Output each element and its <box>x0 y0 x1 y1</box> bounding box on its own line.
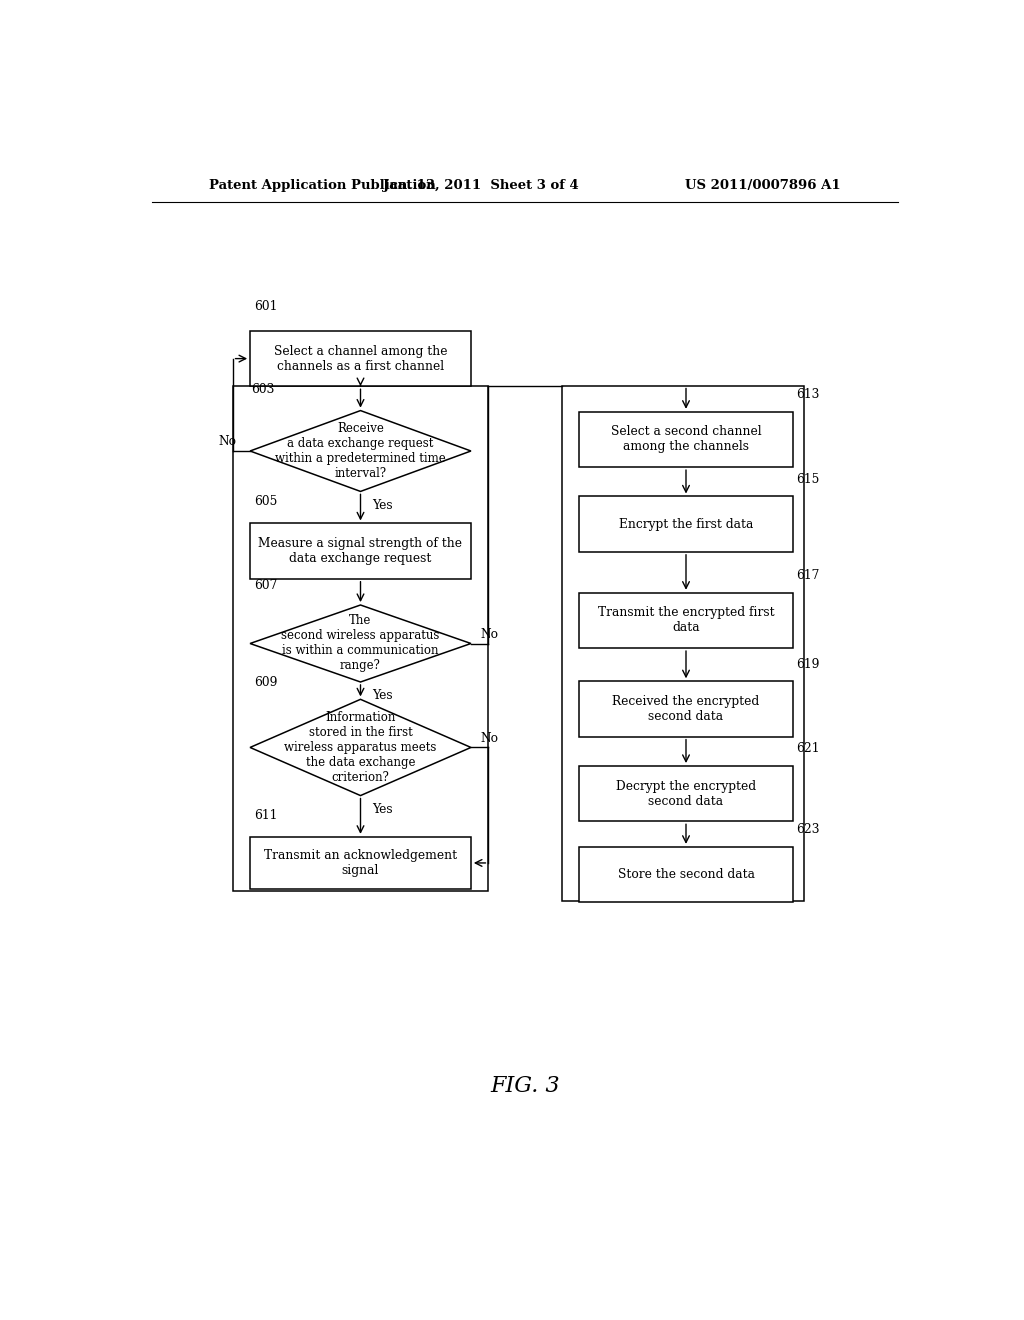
Text: 609: 609 <box>254 676 278 689</box>
Text: Transmit an acknowledgement
signal: Transmit an acknowledgement signal <box>264 849 457 876</box>
Text: FIG. 3: FIG. 3 <box>490 1076 559 1097</box>
FancyBboxPatch shape <box>580 593 793 648</box>
Text: 623: 623 <box>797 824 820 837</box>
Text: Measure a signal strength of the
data exchange request: Measure a signal strength of the data ex… <box>258 537 463 565</box>
Text: 619: 619 <box>797 657 820 671</box>
Text: Yes: Yes <box>372 803 393 816</box>
Text: US 2011/0007896 A1: US 2011/0007896 A1 <box>685 178 841 191</box>
Text: 611: 611 <box>254 809 278 822</box>
Polygon shape <box>250 605 471 682</box>
Text: The
second wireless apparatus
is within a communication
range?: The second wireless apparatus is within … <box>282 615 439 672</box>
FancyBboxPatch shape <box>580 496 793 552</box>
FancyBboxPatch shape <box>580 847 793 903</box>
Text: Yes: Yes <box>372 499 393 512</box>
Text: Receive
a data exchange request
within a predetermined time
interval?: Receive a data exchange request within a… <box>275 422 445 480</box>
FancyBboxPatch shape <box>580 766 793 821</box>
Text: 617: 617 <box>797 569 820 582</box>
FancyBboxPatch shape <box>250 837 471 890</box>
Text: Select a channel among the
channels as a first channel: Select a channel among the channels as a… <box>273 345 447 372</box>
Text: 603: 603 <box>252 383 275 396</box>
Text: Jan. 13, 2011  Sheet 3 of 4: Jan. 13, 2011 Sheet 3 of 4 <box>383 178 579 191</box>
Text: 615: 615 <box>797 473 820 486</box>
Text: 605: 605 <box>254 495 278 508</box>
Text: 621: 621 <box>797 742 820 755</box>
FancyBboxPatch shape <box>250 331 471 387</box>
Text: Information
stored in the first
wireless apparatus meets
the data exchange
crite: Information stored in the first wireless… <box>285 711 436 784</box>
Text: Decrypt the encrypted
second data: Decrypt the encrypted second data <box>616 780 756 808</box>
Text: 601: 601 <box>254 300 278 313</box>
Text: No: No <box>480 731 499 744</box>
Text: 613: 613 <box>797 388 820 401</box>
Text: Encrypt the first data: Encrypt the first data <box>618 517 754 531</box>
FancyBboxPatch shape <box>580 412 793 467</box>
Text: 607: 607 <box>254 579 278 593</box>
Text: Received the encrypted
second data: Received the encrypted second data <box>612 694 760 723</box>
Text: No: No <box>480 628 499 640</box>
Polygon shape <box>250 700 471 796</box>
Text: Patent Application Publication: Patent Application Publication <box>209 178 436 191</box>
FancyBboxPatch shape <box>580 681 793 737</box>
Text: Store the second data: Store the second data <box>617 869 755 880</box>
Polygon shape <box>250 411 471 491</box>
FancyBboxPatch shape <box>250 524 471 579</box>
Text: Transmit the encrypted first
data: Transmit the encrypted first data <box>598 606 774 635</box>
Text: Yes: Yes <box>372 689 393 702</box>
Text: Select a second channel
among the channels: Select a second channel among the channe… <box>610 425 761 454</box>
Text: No: No <box>218 436 237 449</box>
